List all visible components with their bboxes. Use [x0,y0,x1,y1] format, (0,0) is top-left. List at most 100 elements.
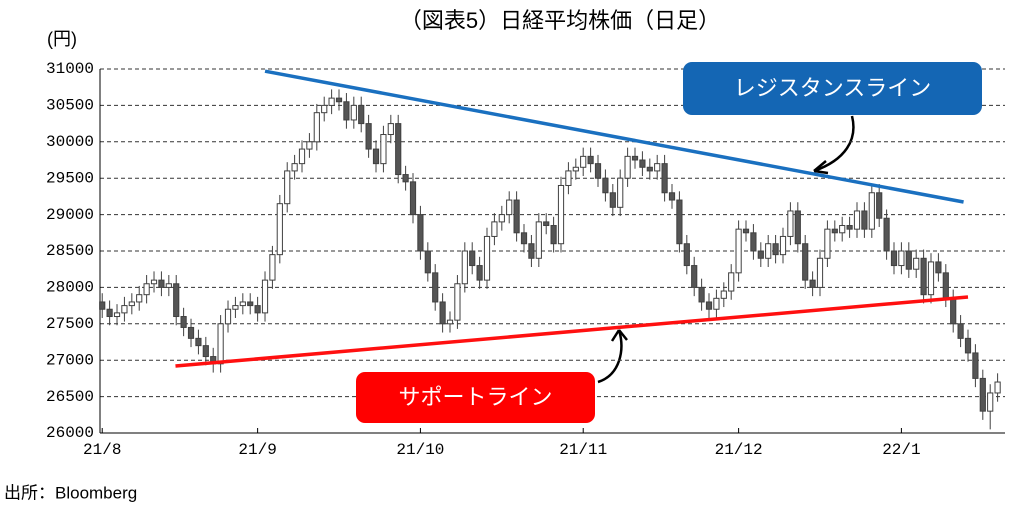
candle-body [461,250,468,285]
candle-body [483,235,491,281]
candle-body [572,166,579,172]
candle-body [306,141,313,150]
y-tick-label: 28500 [46,242,94,260]
candle-body [224,308,232,325]
candle-body [106,308,113,318]
candle-body [380,134,387,165]
candle-body [646,166,653,172]
y-tick-label: 26000 [46,424,94,442]
candle-body [691,265,698,288]
trendline [264,69,964,204]
candle-body [284,170,291,205]
candle-body [913,257,920,270]
candle-body [742,228,750,234]
candle-body [994,381,1001,394]
candle-body [372,148,380,165]
candle-body [276,203,283,256]
candle-body [498,214,505,223]
y-tick-label: 27000 [46,351,94,369]
candle-body [809,279,816,288]
callout-label: レジスタンスライン [734,75,932,100]
candle-body [935,261,942,274]
x-tick-label: 21/8 [83,441,121,459]
y-tick-label: 26500 [46,388,94,406]
candle-body [239,301,246,307]
candle-body [698,286,705,303]
candle-body [491,221,498,237]
candle-body [387,123,394,136]
candle-body [476,265,483,281]
candle-body [609,192,616,208]
candle-body [587,155,594,165]
candle-body [839,225,846,234]
x-tick-label: 21/12 [715,441,763,459]
candle-body [676,199,683,245]
trendline [175,295,969,368]
candle-body [99,301,106,310]
candle-body [417,214,424,252]
candle-body [202,345,209,358]
candle-body [920,257,927,296]
candle-body [247,301,254,307]
callout-box [683,62,982,115]
candle-body [927,261,935,296]
candle-body [624,155,631,179]
candle-body [402,174,409,183]
candle-body [617,177,624,208]
x-tick-label: 21/9 [238,441,276,459]
candle-body [439,301,446,325]
candle-body [631,155,639,161]
candle-body [853,210,861,230]
candle-body [158,279,165,288]
candle-body [883,217,890,252]
candle-body [668,192,676,201]
candle-body [395,123,402,176]
candle-body [713,297,720,310]
candle-body [291,163,298,172]
y-unit: (円) [47,29,77,49]
candle-body [328,97,335,106]
candle-body [121,305,128,314]
y-tick-label: 27500 [46,315,94,333]
y-tick-label: 30500 [46,97,94,115]
candle-body [261,279,269,314]
candle-body [942,272,949,299]
candle-body [964,337,972,354]
candle-body [905,250,912,270]
candle-body [639,159,646,168]
candle-body [550,225,557,245]
candle-body [661,163,668,194]
candle-body [720,290,727,299]
y-tick-label: 29500 [46,169,94,187]
x-tick-label: 22/1 [882,441,920,459]
y-tick-label: 29000 [46,206,94,224]
candle-body [165,283,172,288]
candle-body [298,148,306,165]
candle-body [794,210,801,245]
candle-body [972,352,979,379]
candle-body [705,301,713,310]
y-tick-label: 31000 [46,60,94,78]
candle-body [424,250,431,274]
candle-body [890,250,898,267]
candle-body [565,170,572,186]
candle-body [602,177,609,194]
candle-body [950,297,957,325]
candle-body [432,272,439,303]
candle-body [772,243,779,256]
candle-body [506,199,513,216]
source: 出所：Bloomberg [4,483,137,502]
candle-body [816,257,824,288]
candle-body [365,123,372,150]
candle-body [728,272,735,292]
candle-body [136,294,143,303]
candle-body [654,163,661,172]
candle-body [580,155,587,168]
candle-body [528,243,535,259]
candle-body [520,232,528,245]
candle-body [143,283,150,296]
candle-body [150,279,158,285]
callout-arrow [813,115,855,173]
